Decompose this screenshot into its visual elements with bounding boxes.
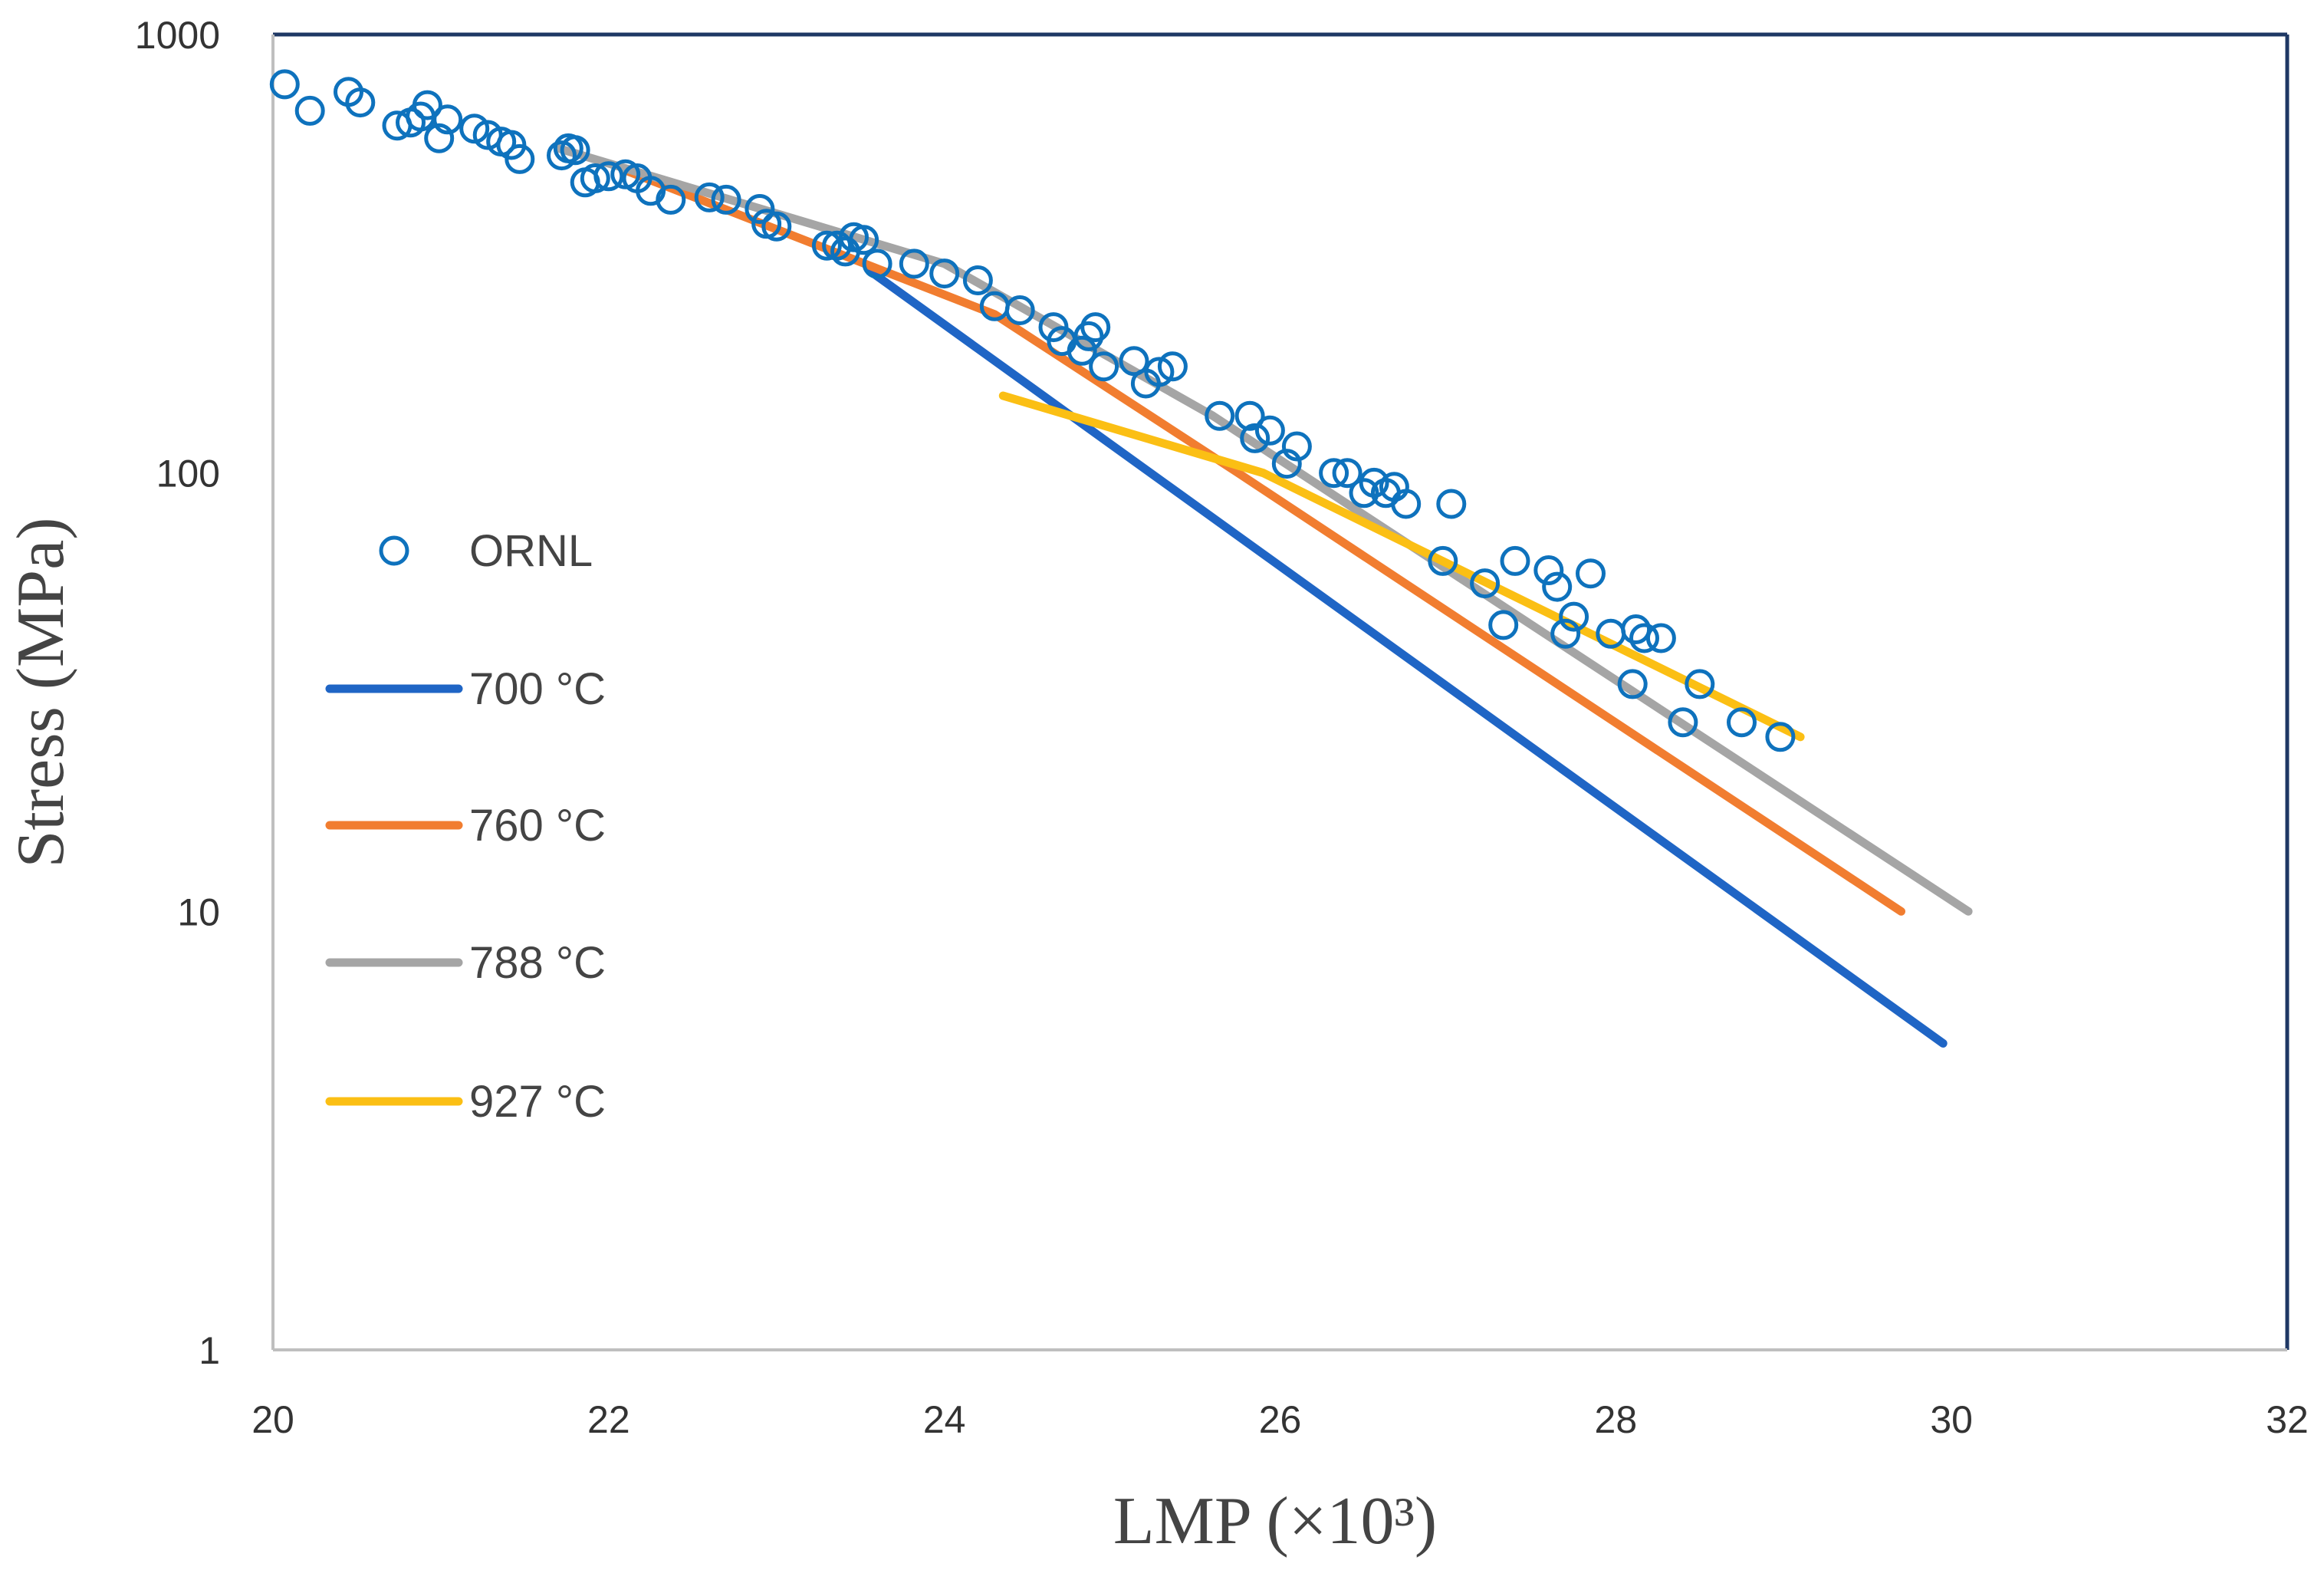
- ornl-data-point: [1765, 722, 1796, 752]
- legend-label: ORNL: [469, 526, 593, 576]
- ornl-data-point: [459, 114, 490, 144]
- ornl-data-point: [1240, 423, 1270, 453]
- ornl-data-point: [560, 135, 590, 166]
- x-tick-label: 22: [587, 1398, 630, 1441]
- ornl-data-point: [1254, 415, 1285, 446]
- legend-item: 700 °C: [325, 664, 606, 714]
- ornl-data-point: [1470, 568, 1501, 599]
- legend: ORNL 700 °C 760 °C 788 °C 927 °C: [325, 526, 606, 1127]
- legend-item: 788 °C: [325, 938, 606, 988]
- x-tick-label: 28: [1595, 1398, 1638, 1441]
- ornl-data-point: [1319, 458, 1349, 489]
- ornl-data-point: [1621, 614, 1652, 644]
- ornl-data-point: [811, 230, 842, 261]
- ornl-data-point: [1576, 558, 1606, 589]
- ornl-data-point: [1617, 669, 1648, 699]
- x-tick-labels: 20 22 24 26 28 30 32: [251, 1398, 2309, 1441]
- ornl-data-point: [345, 87, 376, 118]
- legend-label: 700 °C: [469, 664, 606, 714]
- x-tick-label: 24: [923, 1398, 966, 1441]
- ornl-data-point: [1119, 346, 1149, 377]
- x-axis-title: LMP (×10³): [1113, 1484, 1437, 1558]
- ornl-data-point: [294, 95, 325, 126]
- y-tick-label: 10: [177, 890, 220, 933]
- legend-label: 927 °C: [469, 1077, 606, 1127]
- ornl-data-point: [929, 258, 960, 289]
- series-line-760c: [621, 166, 1905, 916]
- ornl-data-point: [1645, 623, 1676, 653]
- legend-label: 760 °C: [469, 801, 606, 851]
- ornl-data-point: [1559, 601, 1589, 632]
- ornl-data-point: [432, 104, 463, 135]
- legend-item: 927 °C: [325, 1077, 606, 1127]
- ornl-data-point: [593, 161, 624, 192]
- ornl-data-point: [412, 90, 442, 120]
- ornl-data-point: [1436, 489, 1467, 519]
- ornl-data-point: [580, 163, 610, 193]
- y-tick-labels: 1 10 100 1000: [135, 14, 220, 1372]
- ornl-data-point: [1281, 431, 1312, 462]
- x-tick-label: 30: [1930, 1398, 1973, 1441]
- ornl-data-point: [269, 69, 300, 100]
- ornl-data-point: [862, 249, 892, 279]
- y-tick-label: 1: [199, 1329, 220, 1372]
- series-line-927c: [998, 391, 1805, 742]
- ornl-data-point: [656, 184, 686, 215]
- ornl-data-point: [1349, 478, 1379, 509]
- ornl-data-point: [1332, 458, 1363, 489]
- legend-label: 788 °C: [469, 938, 606, 988]
- legend-item: 760 °C: [325, 801, 606, 851]
- ornl-data-point: [1550, 618, 1581, 649]
- ornl-data-point: [424, 123, 455, 153]
- ornl-data-point: [1144, 357, 1175, 387]
- ornl-data-point: [1271, 449, 1302, 479]
- ornl-data-point: [505, 143, 535, 174]
- ornl-data-point: [1629, 623, 1659, 653]
- series-markers: [269, 69, 1796, 752]
- ornl-data-point: [1067, 335, 1097, 366]
- ornl-data-point: [1157, 351, 1188, 382]
- legend-item: ORNL: [379, 526, 593, 576]
- x-tick-label: 26: [1259, 1398, 1302, 1441]
- ornl-data-point: [1428, 545, 1458, 576]
- y-tick-label: 100: [156, 453, 220, 495]
- ornl-data-point: [1234, 400, 1265, 431]
- ornl-data-point: [1391, 489, 1422, 519]
- ornl-data-point: [1205, 400, 1235, 431]
- series-line-700c: [864, 265, 1948, 1048]
- ornl-data-point: [711, 184, 741, 215]
- ornl-data-point: [694, 182, 725, 212]
- legend-marker: [379, 535, 409, 566]
- ornl-data-point: [1500, 545, 1530, 576]
- ornl-data-point: [761, 211, 792, 242]
- ornl-data-point: [849, 225, 879, 255]
- ornl-data-point: [1542, 571, 1573, 602]
- ornl-data-point: [1668, 707, 1698, 738]
- plot-area: [271, 32, 2289, 1351]
- ornl-data-point: [1089, 351, 1119, 382]
- ornl-data-point: [1073, 321, 1104, 351]
- ornl-data-point: [1727, 707, 1757, 738]
- ornl-data-point: [1004, 295, 1035, 325]
- y-axis-title: Stress (MPa): [4, 517, 78, 867]
- x-tick-label: 20: [251, 1398, 294, 1441]
- ornl-data-point: [1685, 669, 1715, 699]
- ornl-data-point: [899, 249, 929, 279]
- ornl-data-point: [547, 140, 577, 171]
- x-tick-label: 32: [2266, 1398, 2309, 1441]
- ornl-data-point: [745, 194, 775, 224]
- ornl-data-point: [962, 265, 993, 295]
- ornl-data-point: [1080, 312, 1111, 343]
- ornl-data-point: [1533, 555, 1564, 585]
- ornl-data-point: [1488, 610, 1519, 640]
- y-tick-label: 1000: [135, 14, 220, 57]
